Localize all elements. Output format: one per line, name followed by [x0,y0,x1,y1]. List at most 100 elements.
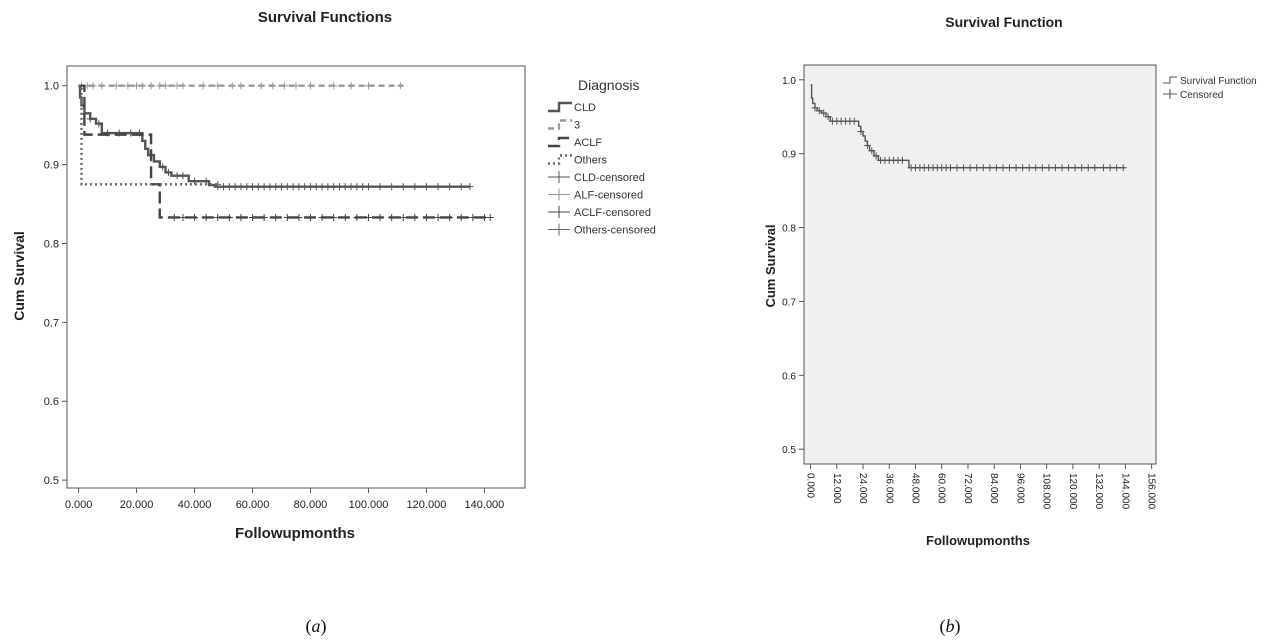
censored-mark [1058,164,1066,172]
x-tick-label: 12.000 [831,473,842,504]
censored-mark [457,213,465,221]
y-tick-label: 0.9 [782,150,796,161]
legend-symbol [1163,76,1177,84]
series-line-ACLF [78,84,491,219]
censored-mark [411,183,419,191]
censored-mark [1100,164,1108,172]
x-tick-label: 140.000 [465,499,505,511]
x-tick-label: 20.000 [120,499,154,511]
series-line-Others [78,84,218,186]
censored-mark [292,82,300,90]
censored-mark [164,168,172,176]
censored-mark [162,82,170,90]
censored-mark [112,82,120,90]
censored-mark [347,82,355,90]
panel-a-x-label: Followupmonths [235,525,355,542]
y-tick-label: 1.0 [782,76,796,87]
censored-mark [364,213,372,221]
x-tick-label: 0.000 [805,473,816,498]
legend-symbol [548,136,572,148]
legend-symbol [548,171,570,183]
censored-mark [1084,164,1092,172]
censored-mark [857,128,865,135]
censored-mark [306,213,314,221]
panel-b-legend: Survival Function Censored [1163,76,1257,101]
x-tick-label: 96.000 [1014,473,1025,504]
censored-mark [815,107,823,115]
censored-mark [124,82,132,90]
panel-b-y-ticks: 0.5 0.6 0.7 0.8 0.9 1.0 [782,76,804,456]
censored-mark [422,183,430,191]
panel-b-title: Survival Function [945,14,1062,30]
panel-a-legend-title: Diagnosis [578,77,639,93]
panel-b-y-label: Cum Survival [763,224,778,307]
legend-label: CLD-censored [574,172,645,184]
censored-mark [850,117,858,125]
censored-mark [434,183,442,191]
censored-mark [1038,164,1046,172]
legend-label: Survival Function [1180,76,1257,87]
censored-mark [396,82,404,90]
panel-b-x-ticks: 0.000 12.000 24.000 36.000 48.000 60.000 72.00… [805,464,1157,510]
censored-mark [283,213,291,221]
censored-mark [191,177,199,185]
panel-a: Survival Functions 0.5 0.6 0.7 0.8 0.9 1.0 0.… [11,9,656,542]
x-tick-label: 40.000 [178,499,212,511]
censored-mark [824,113,832,121]
censored-mark [249,213,257,221]
censored-mark [1071,164,1079,172]
caption-a: (a) [306,616,327,637]
censored-mark [260,213,268,221]
censored-mark [225,213,233,221]
censored-mark [376,183,384,191]
x-tick-label: 132.000 [1093,473,1104,510]
x-tick-label: 72.000 [962,473,973,504]
censored-mark [179,172,187,180]
censored-mark [388,213,396,221]
censored-mark [1025,164,1033,172]
censored-mark [228,82,236,90]
censored-mark [868,147,876,155]
censored-mark [86,115,94,123]
censored-mark [388,183,396,191]
censored-mark [214,213,222,221]
censored-mark [1113,164,1121,172]
censored-mark [446,183,454,191]
legend-label: Censored [1180,90,1223,101]
censored-mark [98,82,106,90]
x-tick-label: 0.000 [65,499,93,511]
censored-mark [170,213,178,221]
panel-a-title: Survival Functions [258,9,392,26]
y-tick-label: 0.7 [44,317,59,329]
censored-mark [341,213,349,221]
panel-a-x-ticks: 0.000 20.000 40.000 60.000 80.000 100.000 120.… [65,488,504,511]
censored-mark [469,213,477,221]
x-tick-label: 120.000 [1067,473,1078,510]
x-tick-label: 144.000 [1119,473,1130,510]
panel-a-legend: CLD 3 ACLF Others CLD-censored ALF-censored AC… [548,101,656,237]
censored-mark [966,164,974,172]
censored-mark [1032,164,1040,172]
censored-mark [214,82,222,90]
censored-mark [992,164,1000,172]
censored-mark [466,183,474,191]
caption-b: (b) [940,616,961,637]
censored-mark [820,109,828,117]
censored-mark [1051,164,1059,172]
legend-symbol [548,154,572,165]
censored-mark [159,163,167,171]
censored-mark [898,156,906,164]
legend-symbol [1163,89,1177,99]
censored-mark [127,129,135,137]
legend-label: CLD [574,102,596,114]
legend-label: Others [574,155,608,167]
censored-mark [960,164,968,172]
censored-mark [953,164,961,172]
censored-mark [202,213,210,221]
legend-symbol [548,188,570,201]
censored-mark [434,213,442,221]
panel-a-series [77,82,494,221]
censored-mark [364,183,372,191]
censored-mark [330,82,338,90]
